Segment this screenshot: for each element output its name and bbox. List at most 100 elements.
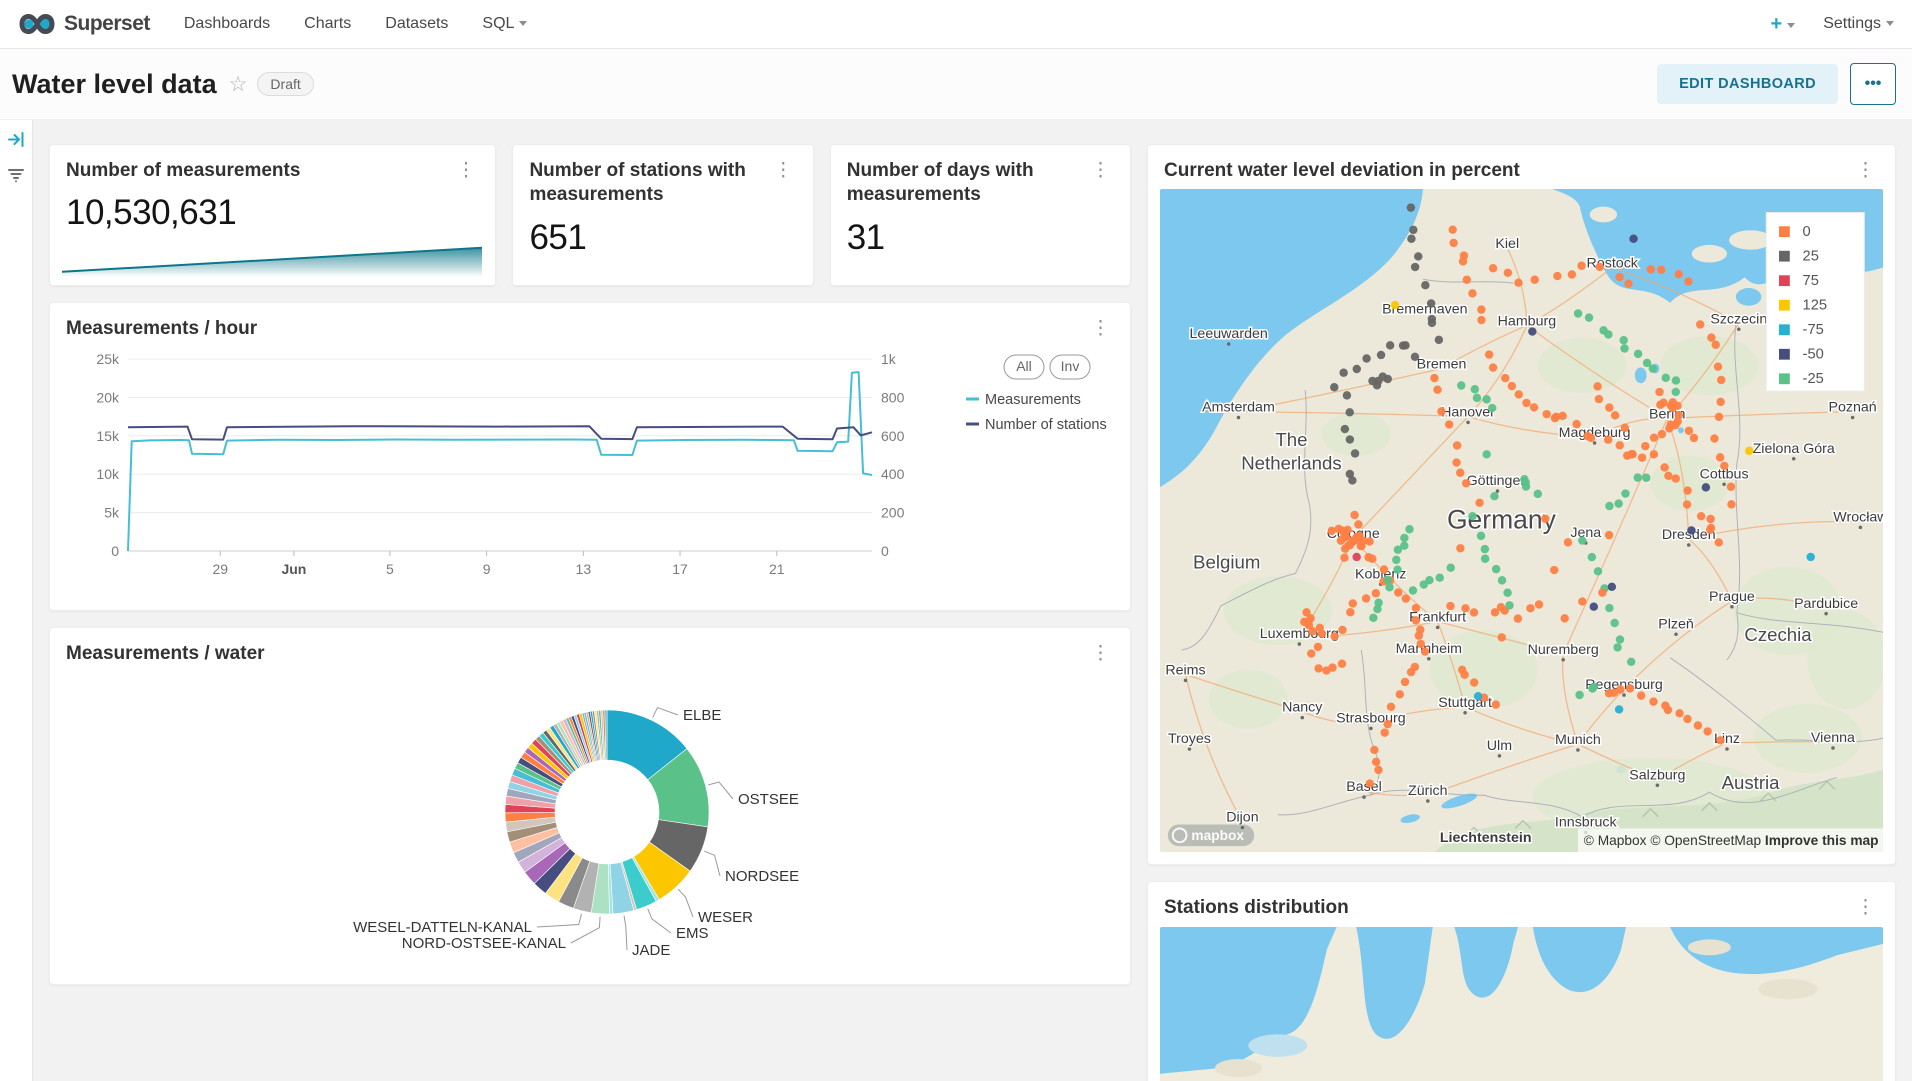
station-dot[interactable] <box>1352 553 1360 561</box>
station-dot[interactable] <box>1628 450 1636 458</box>
filter-icon[interactable] <box>7 165 25 183</box>
station-dot[interactable] <box>1445 421 1453 429</box>
station-dot[interactable] <box>1306 614 1314 622</box>
station-dot[interactable] <box>1328 664 1336 672</box>
station-dot[interactable] <box>1374 766 1382 774</box>
station-dot[interactable] <box>1703 728 1711 736</box>
station-dot[interactable] <box>1391 301 1399 309</box>
station-dot[interactable] <box>1338 626 1346 634</box>
station-dot[interactable] <box>1446 602 1454 610</box>
station-dot[interactable] <box>1658 430 1666 438</box>
station-dot[interactable] <box>1585 314 1593 322</box>
station-dot[interactable] <box>1637 692 1645 700</box>
station-dot[interactable] <box>1590 603 1598 611</box>
station-dot[interactable] <box>1316 624 1324 632</box>
station-dot[interactable] <box>1340 554 1348 562</box>
station-dot[interactable] <box>1727 483 1735 491</box>
station-dot[interactable] <box>1330 633 1338 641</box>
station-dot[interactable] <box>1717 376 1725 384</box>
station-dot[interactable] <box>1710 435 1718 443</box>
kebab-menu-icon[interactable]: ⋮ <box>1852 896 1879 919</box>
station-dot[interactable] <box>1550 566 1558 574</box>
station-dot[interactable] <box>1338 660 1346 668</box>
station-dot[interactable] <box>1650 434 1658 442</box>
kebab-menu-icon[interactable]: ⋮ <box>1087 159 1114 182</box>
station-dot[interactable] <box>1481 545 1489 553</box>
station-dot[interactable] <box>1393 566 1401 574</box>
station-dot[interactable] <box>1745 447 1753 455</box>
mapbox-logo[interactable]: mapbox <box>1168 825 1254 847</box>
station-dot[interactable] <box>1675 411 1683 419</box>
station-dot[interactable] <box>1657 266 1665 274</box>
station-dot[interactable] <box>1716 398 1724 406</box>
station-dot[interactable] <box>1605 604 1613 612</box>
kebab-menu-icon[interactable]: ⋮ <box>1852 159 1879 182</box>
station-dot[interactable] <box>1558 412 1566 420</box>
station-dot[interactable] <box>1806 553 1814 561</box>
station-dot[interactable] <box>1503 589 1511 597</box>
station-dot[interactable] <box>1498 634 1506 642</box>
station-dot[interactable] <box>1482 450 1490 458</box>
station-dot[interactable] <box>1683 487 1691 495</box>
station-dot[interactable] <box>1604 436 1612 444</box>
legend-item[interactable]: Number of stations <box>985 417 1107 433</box>
station-dot[interactable] <box>1407 668 1415 676</box>
station-dot[interactable] <box>1665 424 1673 432</box>
station-dot[interactable] <box>1672 377 1680 385</box>
station-dot[interactable] <box>1497 603 1505 611</box>
station-dot[interactable] <box>1675 709 1683 717</box>
station-dot[interactable] <box>1624 280 1632 288</box>
station-dot[interactable] <box>1452 459 1460 467</box>
station-dot[interactable] <box>1727 500 1735 508</box>
station-dot[interactable] <box>1694 722 1702 730</box>
station-dot[interactable] <box>1428 319 1436 327</box>
station-dot[interactable] <box>1427 300 1435 308</box>
station-dot[interactable] <box>1492 701 1500 709</box>
station-dot[interactable] <box>1608 583 1616 591</box>
station-dot[interactable] <box>1474 692 1482 700</box>
station-dot[interactable] <box>1707 334 1715 342</box>
station-dot[interactable] <box>1462 479 1470 487</box>
station-dot[interactable] <box>1514 615 1522 623</box>
station-dot[interactable] <box>1715 413 1723 421</box>
station-dot[interactable] <box>1647 265 1655 273</box>
station-dot[interactable] <box>1656 401 1664 409</box>
station-dot[interactable] <box>1595 395 1603 403</box>
station-dot[interactable] <box>1405 525 1413 533</box>
station-dot[interactable] <box>1541 515 1549 523</box>
station-dot[interactable] <box>1650 450 1658 458</box>
station-dot[interactable] <box>1353 533 1361 541</box>
station-dot[interactable] <box>1528 328 1536 336</box>
station-dot[interactable] <box>1578 537 1586 545</box>
station-dot[interactable] <box>1530 276 1538 284</box>
nav-charts[interactable]: Charts <box>304 15 351 33</box>
station-dot[interactable] <box>1437 408 1445 416</box>
nav-sql[interactable]: SQL <box>482 15 527 33</box>
station-dot[interactable] <box>1720 462 1728 470</box>
station-dot[interactable] <box>1435 574 1443 582</box>
station-dot[interactable] <box>1672 475 1680 483</box>
station-dot[interactable] <box>1461 604 1469 612</box>
station-dot[interactable] <box>1489 364 1497 372</box>
station-dot[interactable] <box>1407 204 1415 212</box>
station-dot[interactable] <box>1661 374 1669 382</box>
station-dot[interactable] <box>1369 614 1377 622</box>
station-dot[interactable] <box>1683 501 1691 509</box>
station-dot[interactable] <box>1485 351 1493 359</box>
station-dot[interactable] <box>1353 365 1361 373</box>
station-dot[interactable] <box>1488 404 1496 412</box>
station-dot[interactable] <box>1594 567 1602 575</box>
station-dot[interactable] <box>1514 279 1522 287</box>
station-dot[interactable] <box>1574 310 1582 318</box>
station-dot[interactable] <box>1489 264 1497 272</box>
station-dot[interactable] <box>1498 576 1506 584</box>
station-dot[interactable] <box>1642 474 1650 482</box>
expand-filter-bar-icon[interactable] <box>7 130 26 149</box>
station-dot[interactable] <box>1578 598 1586 606</box>
station-dot[interactable] <box>1412 616 1420 624</box>
station-dot[interactable] <box>1387 703 1395 711</box>
station-dot[interactable] <box>1354 521 1362 529</box>
station-dot[interactable] <box>1715 539 1723 547</box>
station-dot[interactable] <box>1330 383 1338 391</box>
station-dot[interactable] <box>1481 555 1489 563</box>
